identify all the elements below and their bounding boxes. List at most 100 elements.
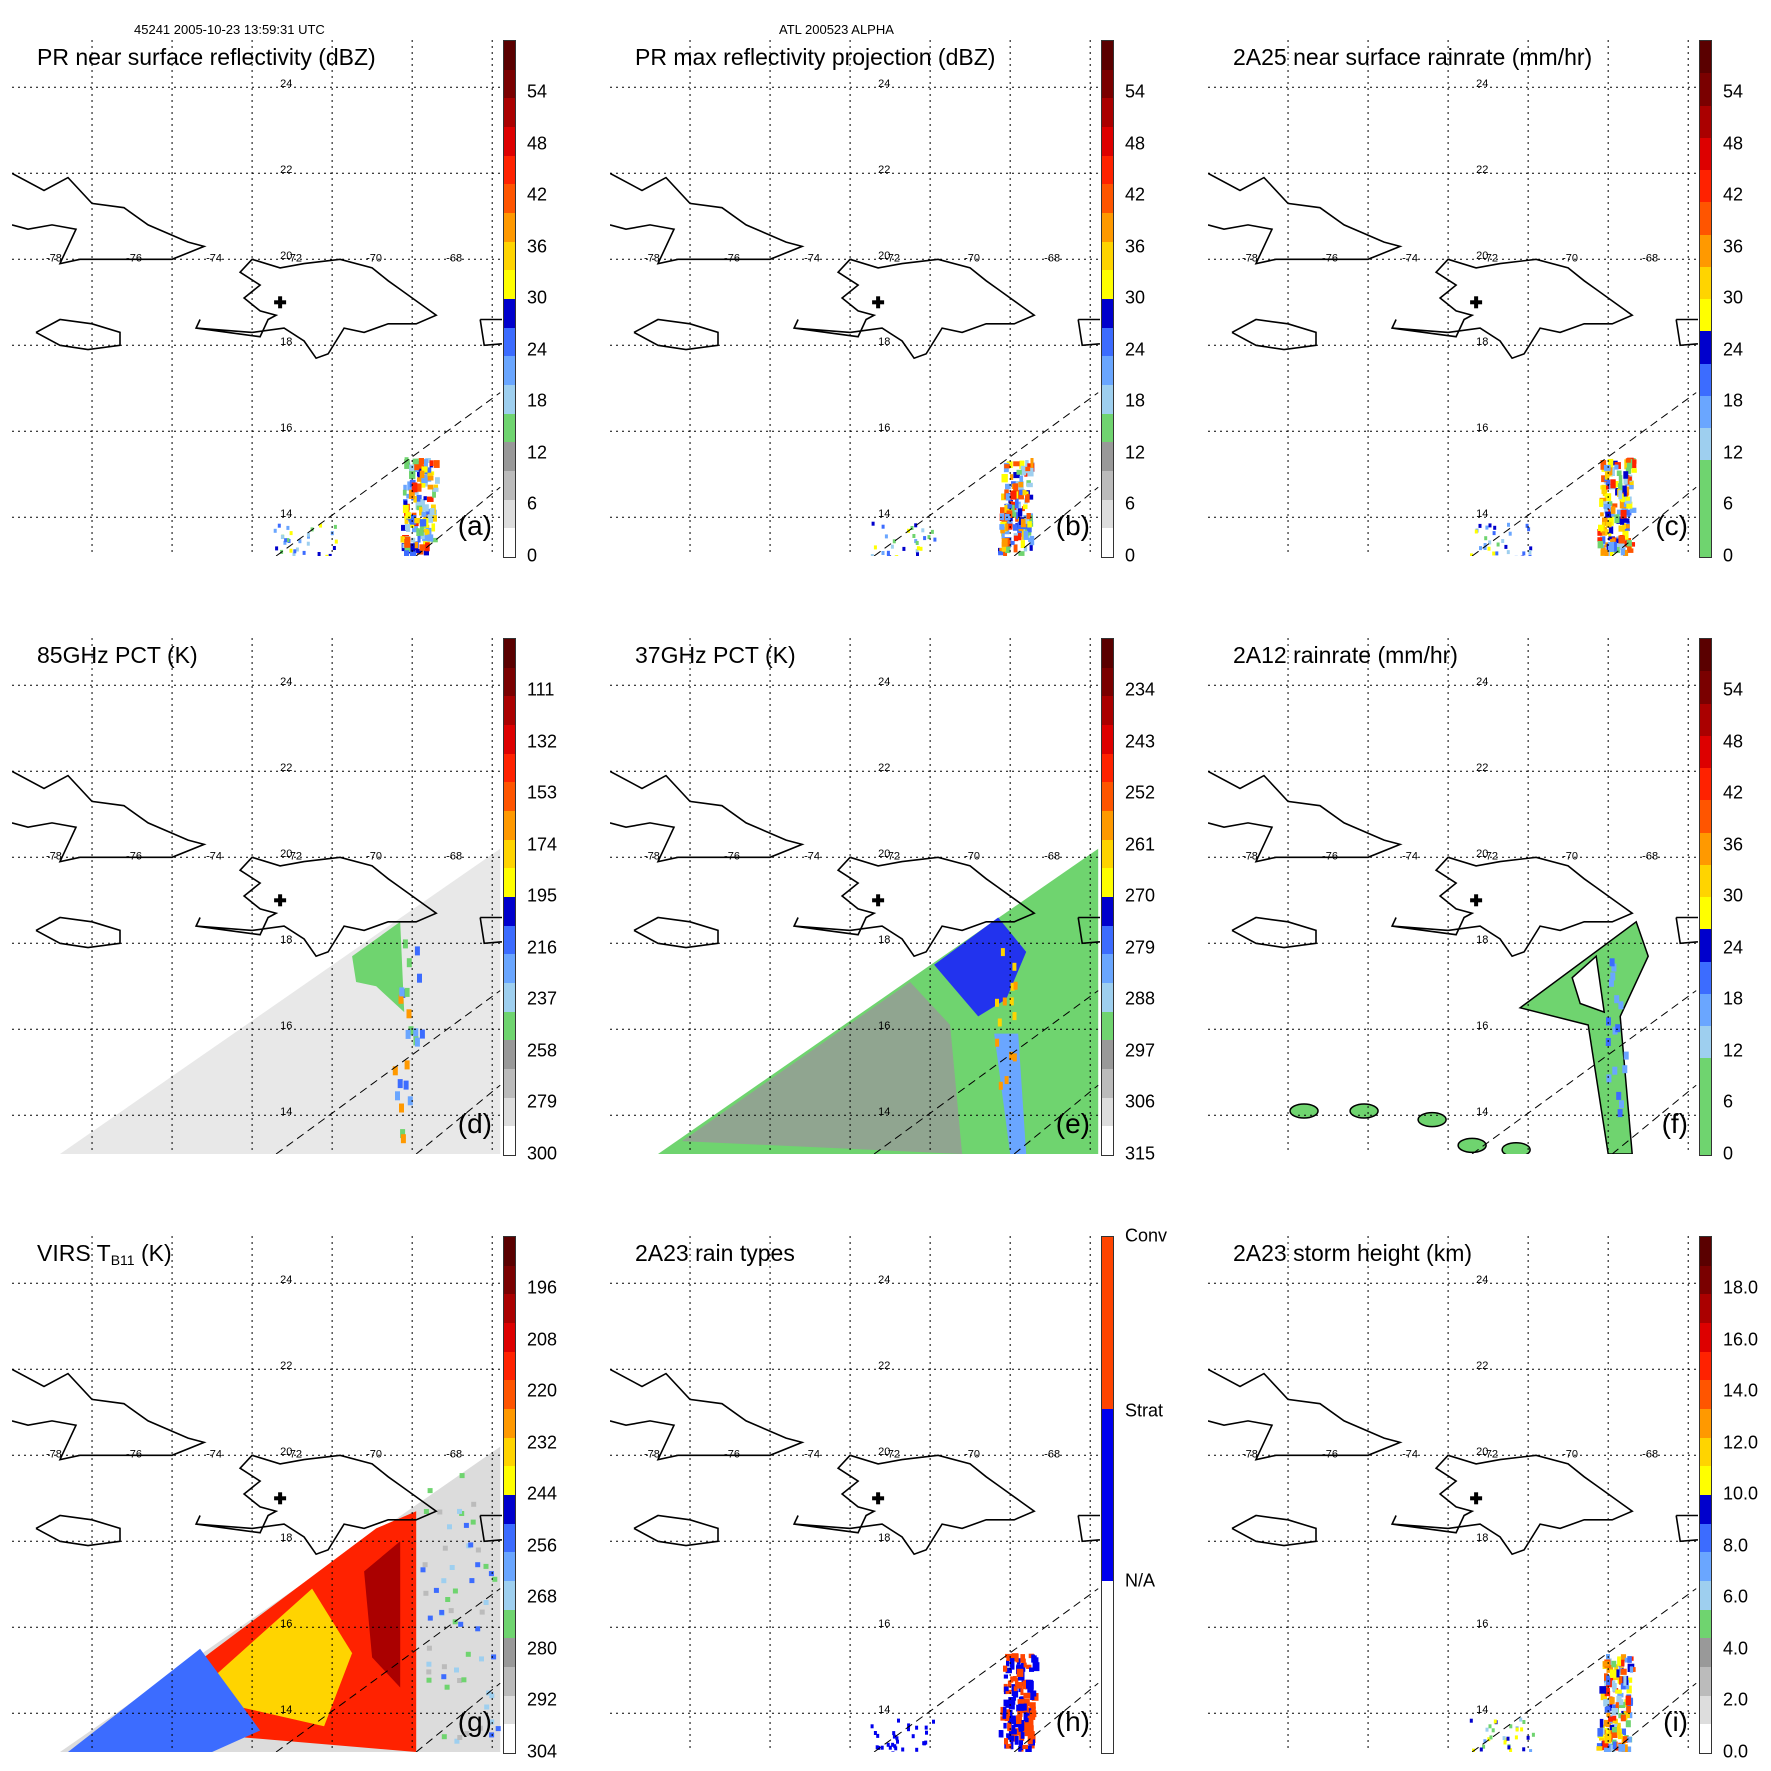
rain-cell xyxy=(1606,1074,1612,1083)
lat-label: 24 xyxy=(1476,676,1488,688)
lon-label: -70 xyxy=(366,1448,382,1460)
rain-cell xyxy=(1479,1747,1483,1752)
rain-cell xyxy=(1023,504,1028,510)
rain-cell xyxy=(1020,1731,1025,1739)
swath-edge-line xyxy=(415,1084,501,1154)
lat-label: 16 xyxy=(280,422,292,434)
lon-label: -70 xyxy=(1562,850,1578,862)
panel-title: 2A23 storm height (km) xyxy=(1233,1240,1473,1266)
rain-cell xyxy=(1629,1666,1634,1673)
rain-cell xyxy=(1014,1722,1020,1727)
rain-cell xyxy=(886,550,890,555)
rain-cell xyxy=(1504,544,1508,549)
lon-label: -74 xyxy=(1402,252,1418,264)
rain-cell xyxy=(1009,540,1015,545)
colorbar-tick-label: 54 xyxy=(1723,679,1744,700)
rain-cell xyxy=(1605,529,1609,535)
cloud-pixel xyxy=(479,1656,484,1662)
rain-cell xyxy=(404,536,411,541)
panel-title: PR near surface reflectivity (dBZ) xyxy=(37,44,376,70)
colorbar-tick-label: N/A xyxy=(1125,1570,1156,1591)
rain-cell xyxy=(1006,1660,1010,1667)
panel-b: -78 -76 -74 -72 -70 -68 24 22 20 18 16 14 PR max ref… xyxy=(610,40,1145,566)
rain-cell xyxy=(1529,1749,1533,1752)
rain-cell xyxy=(1631,468,1637,473)
lon-label: -68 xyxy=(1044,850,1060,862)
hot-cell xyxy=(995,1038,1000,1047)
rain-cell xyxy=(1605,1728,1612,1739)
cloud-pixel xyxy=(427,1615,433,1621)
colorbar-segment xyxy=(1700,1466,1711,1496)
rain-cell xyxy=(429,460,434,467)
rain-cell xyxy=(1501,539,1505,543)
colorbar-segment xyxy=(1700,1437,1711,1467)
lat-lon-grid xyxy=(12,638,502,1154)
rain-cell xyxy=(1614,481,1619,488)
rain-cell xyxy=(1007,1722,1012,1732)
swath-edge-line xyxy=(1611,1682,1697,1752)
panel-h: -78 -76 -74 -72 -70 -68 24 22 20 18 16 14 2A23 rain … xyxy=(610,1226,1167,1754)
panel-title: PR max reflectivity projection (dBZ) xyxy=(635,44,996,70)
lon-label: -70 xyxy=(366,850,382,862)
colorbar-tick-label: 30 xyxy=(1125,287,1146,308)
orbit-header: 45241 2005-10-23 13:59:31 UTC xyxy=(134,22,325,37)
rain-cell xyxy=(1626,1705,1632,1713)
colorbar xyxy=(1699,40,1712,558)
rain-cell xyxy=(1623,471,1629,479)
rain-cell xyxy=(286,538,290,543)
rain-cell xyxy=(1503,1740,1507,1745)
colorbar-tick-label: 261 xyxy=(1125,834,1156,855)
lon-label: -74 xyxy=(206,850,222,862)
colorbar-tick-label: 244 xyxy=(527,1483,558,1504)
rain-cell xyxy=(1488,540,1492,545)
colorbar-tick-label: 0 xyxy=(1723,545,1734,566)
rain-cell xyxy=(404,539,411,548)
rain-cell xyxy=(298,539,302,544)
rain-cell xyxy=(1608,978,1614,987)
colorbar-tick-label: 18 xyxy=(1723,988,1744,1009)
hot-cell xyxy=(997,1018,1002,1027)
colorbar xyxy=(503,638,516,1156)
colorbar-segment xyxy=(1700,1380,1711,1410)
lon-label: -70 xyxy=(1562,252,1578,264)
rain-cell xyxy=(916,552,919,556)
colorbar-segment xyxy=(1102,753,1113,783)
rain-cell xyxy=(1005,1743,1012,1749)
rain-cell xyxy=(1022,1680,1027,1690)
rain-cell xyxy=(427,496,434,502)
colorbar xyxy=(503,40,516,558)
rain-cell xyxy=(1610,1730,1618,1738)
coastline xyxy=(35,318,121,351)
rain-cell xyxy=(1000,1730,1004,1738)
convective-cell xyxy=(406,1009,412,1019)
rain-cell xyxy=(1012,524,1018,531)
panel-title: VIRS TB11 (K) xyxy=(37,1240,172,1268)
rain-cell xyxy=(431,537,438,543)
rain-cell xyxy=(410,537,416,543)
rain-cell xyxy=(404,459,410,469)
rain-cell xyxy=(1001,513,1009,523)
rain-cell xyxy=(1005,538,1011,547)
lat-label: 18 xyxy=(280,1532,292,1544)
cloud-pixel xyxy=(426,1645,432,1651)
cloud-pixel xyxy=(484,1704,490,1710)
coastline xyxy=(194,1454,438,1556)
lon-label: -72 xyxy=(884,252,900,264)
rain-cell xyxy=(412,458,419,465)
lon-label: -74 xyxy=(206,252,222,264)
rain-cell xyxy=(1026,482,1033,488)
rain-cell xyxy=(1488,1724,1492,1729)
rain-cell xyxy=(1604,1733,1612,1744)
colorbar-segment xyxy=(504,442,515,472)
rain-cell xyxy=(870,1724,874,1729)
rain-cell xyxy=(1000,526,1005,534)
colorbar-tick-label: 48 xyxy=(1125,133,1146,154)
colorbar-tick-label: 6 xyxy=(527,493,538,514)
rain-cell xyxy=(1029,1710,1037,1718)
rain-cell xyxy=(1492,531,1496,536)
rain-cell xyxy=(1483,543,1487,547)
lat-label: 16 xyxy=(1476,1618,1488,1630)
rain-hole xyxy=(1571,954,1606,1014)
rain-cell xyxy=(402,489,407,496)
colorbar-tick-label: 292 xyxy=(527,1689,558,1710)
